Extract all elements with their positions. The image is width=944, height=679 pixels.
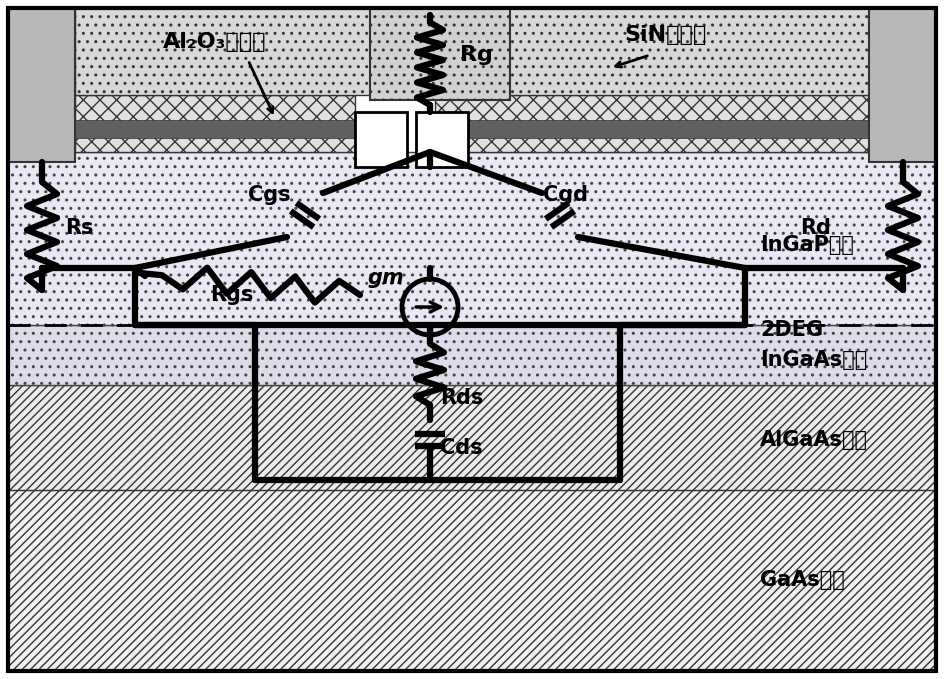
- Bar: [75, 8, 869, 95]
- Text: InGaAs沟道: InGaAs沟道: [760, 350, 868, 370]
- Bar: [370, 8, 510, 100]
- Bar: [8, 385, 936, 490]
- Text: Cgs: Cgs: [248, 185, 291, 205]
- Bar: [435, 120, 869, 138]
- Bar: [416, 112, 468, 167]
- Text: InGaP势垒: InGaP势垒: [760, 235, 854, 255]
- Text: Cds: Cds: [440, 438, 482, 458]
- Text: Cgd: Cgd: [543, 185, 588, 205]
- Bar: [8, 490, 936, 671]
- Bar: [75, 95, 355, 152]
- Bar: [8, 152, 936, 325]
- Text: 2DEG: 2DEG: [760, 320, 823, 340]
- Text: AlGaAs缓冲: AlGaAs缓冲: [760, 430, 868, 450]
- Text: GaAs衬底: GaAs衬底: [760, 570, 845, 590]
- Text: Rgs: Rgs: [210, 285, 253, 305]
- Bar: [869, 8, 936, 162]
- Text: Al₂O₃氧化层: Al₂O₃氧化层: [163, 32, 267, 52]
- Bar: [8, 325, 936, 385]
- Text: Rg: Rg: [460, 45, 493, 65]
- Text: SiN钓化层: SiN钓化层: [624, 25, 706, 45]
- Text: gm: gm: [368, 268, 405, 288]
- Text: Rd: Rd: [800, 218, 831, 238]
- Bar: [355, 112, 407, 167]
- Text: Rds: Rds: [440, 388, 483, 408]
- Bar: [75, 120, 355, 138]
- Text: Rs: Rs: [65, 218, 93, 238]
- Bar: [8, 8, 75, 162]
- Bar: [435, 95, 869, 152]
